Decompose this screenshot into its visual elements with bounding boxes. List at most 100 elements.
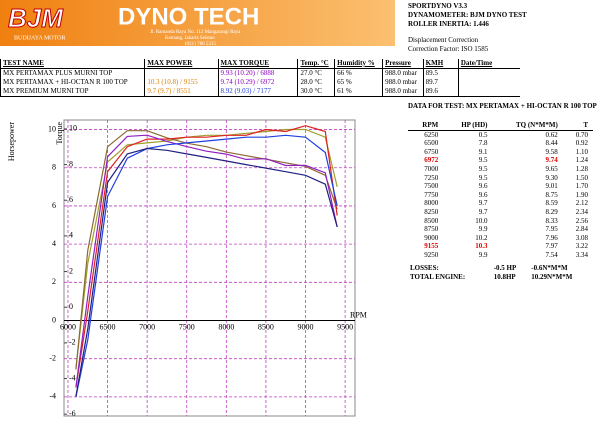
cell-text: 9.7 bbox=[478, 199, 488, 208]
cell: 7500 bbox=[408, 182, 443, 191]
cell: TOTAL ENGINE: bbox=[408, 273, 492, 282]
series-line bbox=[75, 134, 338, 388]
cell-text: 10.3 (10.8) / 9155 bbox=[147, 78, 198, 86]
cell: 9.7 (9.7) / 8551 bbox=[144, 87, 219, 97]
cell-text: 7250 bbox=[424, 173, 439, 182]
column-header: Date/Time bbox=[457, 59, 520, 69]
cell-text: 6750 bbox=[424, 147, 439, 156]
data-row: 8000 9.7 8.59 2.12 bbox=[408, 199, 593, 208]
header-title: DYNO TECH bbox=[118, 3, 259, 30]
cell-text: 8500 bbox=[424, 216, 439, 225]
cell: 1.10 bbox=[563, 148, 593, 157]
cell-text: 9.58 bbox=[545, 147, 558, 156]
cell: 988.0 mbar bbox=[382, 78, 424, 87]
address: (021) 780 5315 bbox=[185, 42, 216, 47]
cell-text: 2.56 bbox=[575, 216, 588, 225]
cell-text: 7.8 bbox=[478, 139, 488, 148]
cell-text: 28.0 °C bbox=[300, 78, 322, 86]
cell: 3.34 bbox=[563, 251, 593, 260]
cell-text: 7000 bbox=[424, 164, 439, 173]
y2-tick-label: 10 bbox=[69, 124, 77, 133]
x-tick-label: 9000 bbox=[298, 322, 314, 331]
summary-row: LOSSES: -0.5 HP -0.6N*M*M bbox=[408, 264, 593, 273]
cell: 66 % bbox=[334, 68, 383, 78]
cell-text: 9000 bbox=[424, 233, 439, 242]
cell-text: 988.0 mbar bbox=[385, 78, 417, 86]
cell: 9.6 bbox=[443, 182, 492, 191]
header-text: KMH bbox=[425, 59, 444, 67]
cell: 10.3 (10.8) / 9155 bbox=[144, 78, 219, 87]
cell-text: 89.5 bbox=[425, 69, 438, 77]
x-tick-label: 7500 bbox=[179, 322, 195, 331]
cell-text: MX PERTAMAX PLUS MURNI TOP bbox=[3, 69, 113, 77]
cell: 9.93 (10.20) / 6888 bbox=[217, 68, 298, 78]
cell-text: 89.6 bbox=[425, 87, 438, 95]
cell-text: 8000 bbox=[424, 199, 439, 208]
cell-text: 8250 bbox=[424, 207, 439, 216]
cell: 8.44 bbox=[492, 139, 562, 148]
logo: BJM bbox=[8, 3, 64, 33]
cell-text: 0.70 bbox=[575, 130, 588, 139]
cell: 0.70 bbox=[563, 130, 593, 139]
cell: 9.5 bbox=[443, 174, 492, 183]
cell-text: 66 % bbox=[337, 69, 352, 77]
cell: 2.56 bbox=[563, 217, 593, 226]
x-tick-label: 8000 bbox=[218, 322, 234, 331]
y2-tick-label: 4 bbox=[69, 231, 73, 240]
cell-text: 9.7 bbox=[478, 207, 488, 216]
cell-text: 1.50 bbox=[575, 173, 588, 182]
cell: 9.9 bbox=[443, 225, 492, 234]
y-tick-label: -2 bbox=[49, 354, 56, 363]
cell: 9.74 bbox=[492, 156, 562, 165]
data-row: 8500 10.0 8.33 2.56 bbox=[408, 217, 593, 226]
cell-text: 9.5 bbox=[478, 156, 488, 165]
y-tick-label: 8 bbox=[52, 163, 56, 172]
cell-text: 9.6 bbox=[478, 182, 488, 191]
column-header: Pressure bbox=[382, 59, 424, 69]
header-row: RPM HP (HD) TQ (N*M*M) T bbox=[408, 121, 593, 131]
cell-text: 6250 bbox=[424, 130, 439, 139]
data-row: 6750 9.1 9.58 1.10 bbox=[408, 148, 593, 157]
cell: 7750 bbox=[408, 191, 443, 200]
cell: 8500 bbox=[408, 217, 443, 226]
cell: 9.6 bbox=[443, 191, 492, 200]
cell-text: 3.34 bbox=[575, 250, 588, 259]
cell: 7.54 bbox=[492, 251, 562, 260]
cell: MX PERTAMAX + HI-OCTAN R 100 TOP bbox=[0, 78, 145, 87]
cell: 9.5 bbox=[443, 156, 492, 165]
cell-text: 10.0 bbox=[475, 216, 488, 225]
cell-text: 7.96 bbox=[545, 233, 558, 242]
cell-text: 3.22 bbox=[575, 242, 588, 251]
cell-text: 2.34 bbox=[575, 207, 588, 216]
cell: 6250 bbox=[408, 130, 443, 139]
cell-text: 3.08 bbox=[575, 233, 588, 242]
cell-text: 61 % bbox=[337, 87, 352, 95]
y2-tick-label: -2 bbox=[69, 338, 76, 347]
y-tick-label: 2 bbox=[52, 277, 56, 286]
plot-frame bbox=[63, 119, 356, 417]
cell: 9.01 bbox=[492, 182, 562, 191]
data-row: 6250 0.5 0.62 0.70 bbox=[408, 130, 593, 139]
cell-text: 8.33 bbox=[545, 216, 558, 225]
header-text: TQ (N*M*M) bbox=[515, 121, 558, 129]
cell: 8.33 bbox=[492, 217, 562, 226]
data-row: 7750 9.6 8.75 1.90 bbox=[408, 191, 593, 200]
cell-text: 9.30 bbox=[545, 173, 558, 182]
header-text: MAX TORQUE bbox=[220, 59, 270, 67]
cell-text: 9.9 bbox=[478, 225, 488, 234]
cell: 988.0 mbar bbox=[382, 68, 424, 78]
column-header: T bbox=[562, 121, 593, 131]
cell-text: 988.0 mbar bbox=[385, 69, 417, 77]
cell: 2.34 bbox=[563, 208, 593, 217]
cell: 10.0 bbox=[443, 217, 492, 226]
y-tick-label: 10 bbox=[48, 124, 56, 133]
x-tick-label: 8500 bbox=[258, 322, 274, 331]
info: DYNAMOMETER: BJM DYNO TEST bbox=[408, 11, 527, 19]
cell: 7.97 bbox=[492, 242, 562, 251]
header-text: MAX POWER bbox=[147, 59, 193, 67]
cell-text: -0.5 HP bbox=[493, 264, 517, 272]
x-axis-label: RPM bbox=[350, 310, 367, 319]
cell-text: 10.8HP bbox=[493, 273, 516, 281]
cell-text: 7500 bbox=[424, 182, 439, 191]
cell: 61 % bbox=[334, 87, 383, 97]
